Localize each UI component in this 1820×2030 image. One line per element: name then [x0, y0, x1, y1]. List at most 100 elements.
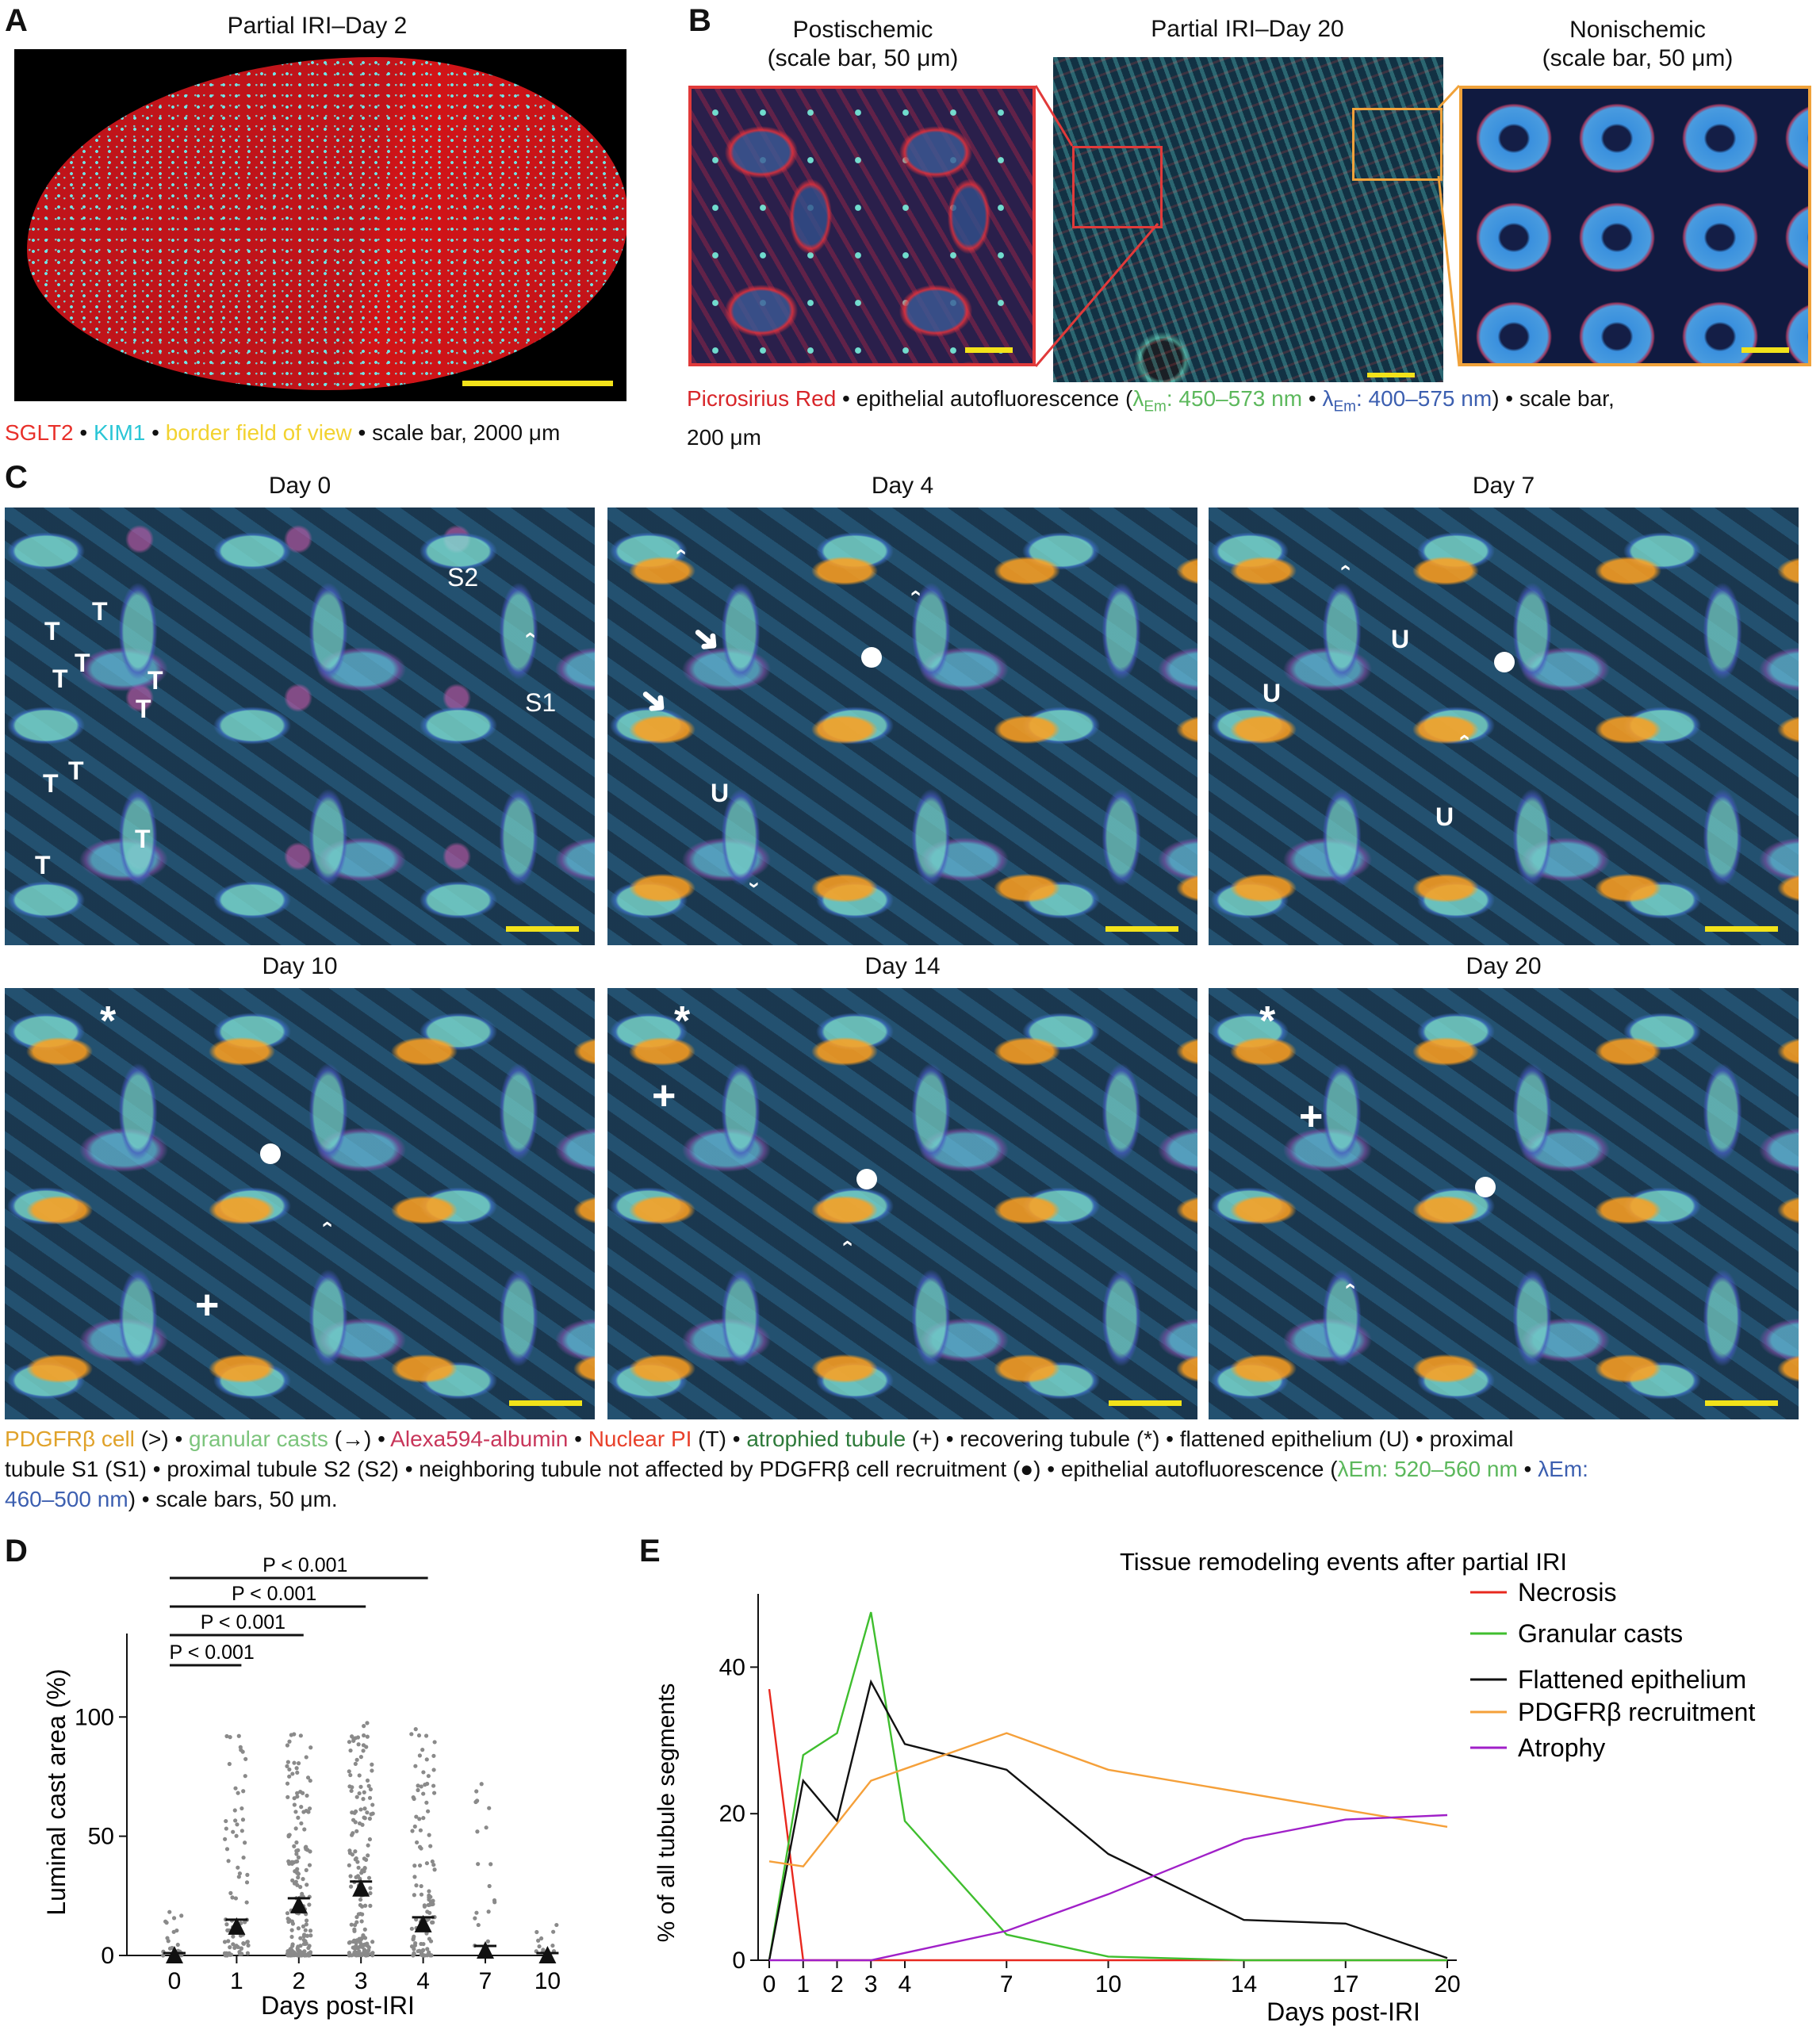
- d-data-point: [350, 1852, 355, 1857]
- d-data-point: [354, 1914, 359, 1920]
- panel-d-axes: 0 50 100 0 1 2 3 4 7 10: [75, 1634, 561, 1994]
- legend-picrosirius: Picrosirius Red: [687, 386, 837, 411]
- legend-albumin: Alexa594-albumin: [390, 1427, 569, 1451]
- d-data-point: [299, 1821, 304, 1826]
- postischemic-title: Postischemic: [792, 17, 933, 43]
- day10-image: * ‹ +: [5, 988, 595, 1419]
- d-data-point: [431, 1902, 435, 1906]
- nonischemic-image: [1459, 86, 1811, 366]
- marker-pdgfrb: ‹: [905, 589, 929, 597]
- d-data-point: [299, 1805, 304, 1810]
- d-data-point: [413, 1727, 418, 1732]
- d-data-point: [417, 1753, 422, 1758]
- d-data-point: [244, 1880, 250, 1885]
- d-data-point: [360, 1944, 365, 1949]
- d-data-point: [474, 1789, 479, 1794]
- e-ytick-label: 40: [719, 1654, 745, 1680]
- d-data-point: [347, 1953, 351, 1958]
- d-data-point: [289, 1861, 294, 1866]
- d-data-point: [290, 1878, 295, 1883]
- legend-sep: (>) •: [134, 1427, 190, 1451]
- d-data-point: [365, 1721, 370, 1726]
- d-data-point: [412, 1796, 416, 1802]
- d-data-point: [350, 1833, 354, 1837]
- d-data-point: [304, 1922, 308, 1927]
- d-data-point: [349, 1922, 354, 1927]
- e-xtick-label: 3: [864, 1971, 878, 1997]
- marker-pdgfrb: ‹: [1454, 733, 1478, 741]
- d-data-point: [287, 1739, 292, 1744]
- d-data-point: [289, 1948, 294, 1953]
- e-xtick-label: 4: [899, 1971, 912, 1997]
- d-data-point: [363, 1903, 368, 1908]
- d-data-point: [348, 1874, 353, 1879]
- d-data-point: [425, 1781, 430, 1787]
- d-data-point: [285, 1794, 290, 1799]
- d-data-point: [416, 1783, 420, 1788]
- d-data-point: [236, 1875, 241, 1879]
- marker-granular-cast: ➜: [682, 614, 730, 664]
- d-data-point: [350, 1810, 354, 1815]
- d-data-point: [301, 1937, 306, 1943]
- d-data-point: [427, 1889, 431, 1894]
- d-data-point: [421, 1948, 426, 1952]
- panel-c-label: C: [5, 460, 28, 495]
- d-data-point: [353, 1736, 358, 1741]
- d-data-point: [366, 1853, 370, 1858]
- d-data-point: [366, 1949, 370, 1954]
- e-xtick-label: 20: [1434, 1971, 1460, 1997]
- connector-orange-bottom: [1437, 175, 1461, 367]
- d-data-point: [357, 1949, 362, 1954]
- d-ytick-label: 100: [75, 1704, 114, 1730]
- d-data-point: [370, 1940, 375, 1944]
- d-data-point: [366, 1783, 371, 1788]
- marker-granular-cast: ➜: [630, 676, 678, 726]
- lambda: λ: [1132, 386, 1144, 411]
- marker-flattened: U: [1391, 625, 1410, 653]
- em-sub: Em: [1144, 398, 1167, 416]
- d-data-point: [296, 1926, 301, 1931]
- e-series-line-atrophy: [769, 1814, 1448, 1962]
- d-data-point: [306, 1945, 311, 1951]
- d-data-point: [361, 1748, 366, 1753]
- blue-range: : 400–575 nm: [1355, 386, 1492, 411]
- d-data-point: [474, 1910, 479, 1915]
- d-data-point: [415, 1840, 420, 1845]
- d-data-point: [368, 1903, 373, 1908]
- d-data-point: [368, 1787, 374, 1792]
- d-data-point: [417, 1817, 422, 1821]
- d-data-point: [431, 1791, 437, 1795]
- legend-blue-lambda: λEm:: [1538, 1457, 1588, 1481]
- d-data-point: [226, 1859, 231, 1863]
- d-xtick-label: 3: [354, 1968, 368, 1994]
- e-legend-label: Atrophy: [1518, 1733, 1605, 1762]
- d-data-point: [479, 1782, 484, 1787]
- d-data-point: [163, 1919, 168, 1924]
- d-data-point: [307, 1863, 312, 1867]
- panel-b-legend: Picrosirius Red • epithelial autofluores…: [687, 384, 1813, 453]
- d-data-point: [357, 1791, 362, 1796]
- panel-a-title: Partial IRI–Day 2: [227, 13, 408, 39]
- legend-line2: tubule S1 (S1) • proximal tubule S2 (S2)…: [5, 1457, 1338, 1481]
- d-data-point: [431, 1863, 436, 1867]
- d-data-point: [237, 1949, 242, 1955]
- d-data-point: [243, 1920, 247, 1925]
- d-data-point: [179, 1913, 184, 1918]
- d-data-point: [301, 1810, 306, 1814]
- d-data-point: [349, 1788, 354, 1794]
- d-data-point: [233, 1944, 238, 1948]
- d-data-point: [224, 1922, 229, 1927]
- d-data-point: [421, 1791, 426, 1796]
- marker-atrophied: +: [1299, 1094, 1324, 1139]
- d-data-point: [362, 1927, 367, 1932]
- d-data-point: [236, 1791, 240, 1795]
- d-data-point: [358, 1902, 363, 1908]
- marker-pdgfrb: ‹: [837, 1239, 861, 1247]
- d-sig-label: P < 0.001: [262, 1554, 347, 1576]
- panel-d-ylabel: Luminal cast area (%): [42, 1668, 71, 1915]
- panel-e-ylabel: % of all tubule segments: [653, 1683, 680, 1943]
- d-data-point: [347, 1740, 352, 1745]
- legend-granular: granular casts: [189, 1427, 328, 1451]
- d-data-point: [298, 1885, 303, 1890]
- d-data-point: [294, 1848, 299, 1853]
